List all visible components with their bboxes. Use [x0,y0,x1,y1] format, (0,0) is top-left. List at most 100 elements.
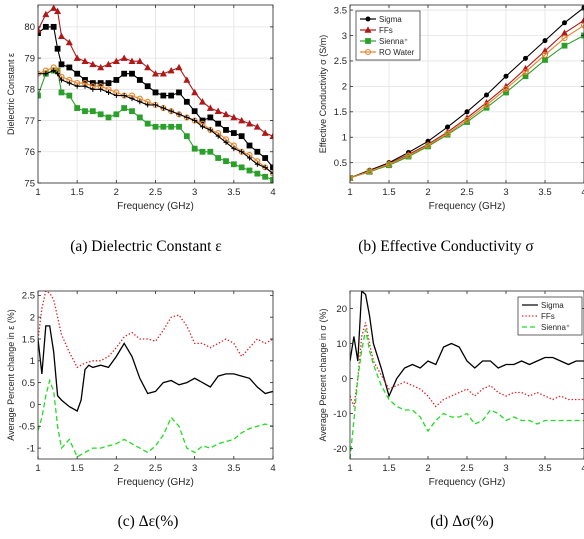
x-tick-label: 2.5 [149,187,162,198]
x-tick-label: 1 [35,463,40,474]
data-point [444,130,451,137]
data-point [247,155,252,161]
data-point [54,7,62,15]
data-point [238,133,245,140]
data-point [89,60,97,68]
data-point [246,167,253,174]
data-point [128,57,136,65]
caption-b: (b) Effective Conductivity σ [358,238,534,255]
data-point [152,89,159,96]
data-point [350,174,354,181]
data-point [42,23,49,30]
y-tick-label: 2.5 [22,291,35,302]
data-point [207,148,214,155]
data-point [159,70,167,77]
legend-box [517,296,583,336]
data-point [38,71,41,77]
y-tick-label: 1 [342,133,347,144]
y-tick-label: 2 [30,312,35,323]
data-point [214,107,222,114]
x-tick-label: 1.5 [382,463,395,474]
data-point [253,123,261,130]
x-tick-label: 3 [503,463,508,474]
x-tick-label: 3 [503,187,508,198]
chart-panel-0: 1 1.5 2 2.5 3 3.5 4 75 76 77 78 79 80 Frequency (GHz)… [6,4,276,212]
x-axis-label: Frequency (GHz) [429,201,506,212]
y-tick-label: 10 [336,339,347,350]
data-point [129,96,135,102]
data-point [167,66,175,74]
data-point [215,155,222,161]
data-point [523,55,528,61]
series-line-3 [350,24,584,179]
data-point [82,108,88,115]
data-point [65,38,73,46]
y-tick-label: 3.5 [334,5,347,16]
data-point [104,60,113,68]
data-point [57,32,66,40]
chart-panel-1: 1 1.5 2 2.5 3 3.5 4 0.5 1 1.5 2 2.5 3 3.5 Frequency (G… [318,4,584,212]
data-point [136,77,143,83]
data-point [74,83,80,89]
series-group [38,291,273,458]
x-tick-label: 2 [114,187,119,198]
data-point [175,63,183,71]
data-point [245,120,254,127]
data-point [38,92,41,99]
data-point [503,73,509,79]
data-point [231,146,237,152]
data-point [424,142,432,149]
data-point [113,111,120,118]
x-tick-label: 2 [114,463,119,474]
y-axis-label: Average Percent change in ε (%) [6,309,16,440]
y-axis-label: Average Percent change in σ (%) [318,309,328,442]
data-point [238,164,245,171]
data-point [261,129,269,136]
data-point [74,70,81,77]
data-point [230,113,238,121]
data-point [541,51,549,58]
data-point [121,105,128,111]
y-tick-label: 78 [24,85,35,96]
data-point [246,142,253,149]
data-point [580,22,584,29]
data-point [262,155,269,161]
data-point [144,83,151,90]
x-tick-label: 3.5 [227,463,240,474]
chart-panel-3: 1 1.5 2 2.5 3 3.5 4 -20 -10 0 10 20 Frequency (GHz) A… [318,290,584,488]
data-point [90,86,96,92]
data-point [153,102,158,108]
data-point [191,145,198,152]
y-tick-label: 20 [336,304,347,315]
data-point [152,123,159,130]
series-line-4 [38,69,273,175]
data-point [522,69,529,76]
data-point [215,133,221,139]
data-point [97,80,104,86]
data-point [541,47,549,54]
data-point [144,120,151,127]
legend-label: Sienna⁺ [379,37,408,46]
data-point [51,68,57,74]
x-tick-label: 1 [347,463,352,474]
data-point [151,70,160,77]
data-point [183,133,190,140]
data-point [74,105,81,111]
series-group [350,291,584,459]
data-point [270,171,273,177]
x-tick-label: 2.5 [460,463,473,474]
series-line-0 [38,325,273,412]
series-line-1 [38,291,273,369]
data-point [405,152,412,159]
legend: Sigma FFs Sienna⁺ RO Water [355,10,421,61]
data-point [168,108,174,114]
data-point [176,123,182,130]
x-tick-label: 1 [35,187,40,198]
y-tick-label: 77 [24,116,35,127]
legend-marker [365,38,371,44]
data-point [144,63,152,71]
data-point [385,161,393,168]
data-point [262,173,269,180]
data-point [230,130,237,136]
